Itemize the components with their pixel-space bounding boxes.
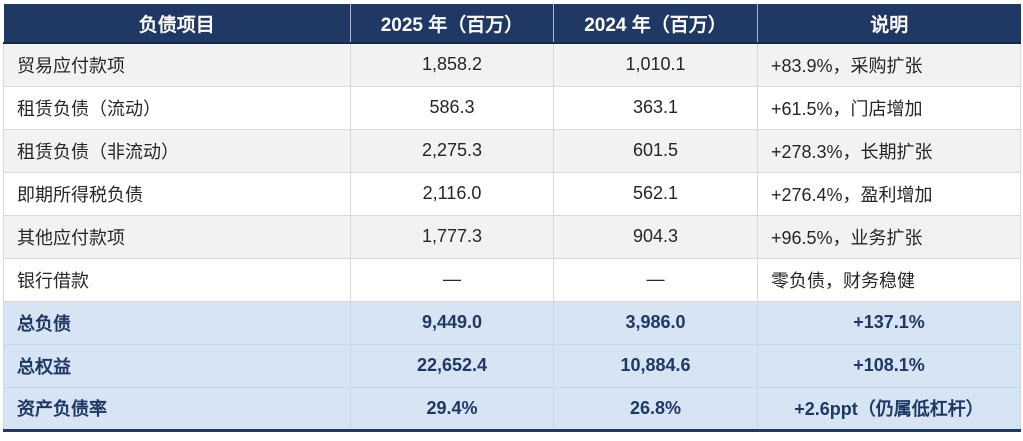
column-header-2025: 2025 年（百万） xyxy=(350,4,554,44)
column-header-2024: 2024 年（百万） xyxy=(553,4,758,44)
value-2024-cell: 1,010.1 xyxy=(553,42,758,87)
liabilities-table-container: 负债项目 2025 年（百万） 2024 年（百万） 说明 贸易应付款项 1,8… xyxy=(3,4,1021,432)
note-cell: +278.3%，长期扩张 xyxy=(757,128,1021,173)
value-2025-cell: 1,777.3 xyxy=(350,214,554,259)
table-row-lease-liabilities-current: 租赁负债（流动） 586.3 363.1 +61.5%，门店增加 xyxy=(3,85,1021,130)
liability-item-cell: 其他应付款项 xyxy=(3,214,351,259)
table-row-other-payables: 其他应付款项 1,777.3 904.3 +96.5%，业务扩张 xyxy=(3,214,1021,259)
value-2025-cell: 2,275.3 xyxy=(350,128,554,173)
column-header-liability-item: 负债项目 xyxy=(3,4,351,44)
value-2024-cell: 363.1 xyxy=(553,85,758,130)
liability-item-cell: 即期所得税负债 xyxy=(3,171,351,216)
value-2025-cell: — xyxy=(350,257,554,302)
liability-item-cell: 总权益 xyxy=(3,343,351,388)
value-2024-cell: 562.1 xyxy=(553,171,758,216)
table-row-trade-payables: 贸易应付款项 1,858.2 1,010.1 +83.9%，采购扩张 xyxy=(3,42,1021,87)
liability-item-cell: 贸易应付款项 xyxy=(3,42,351,87)
value-2024-cell: 10,884.6 xyxy=(553,343,758,388)
column-header-note: 说明 xyxy=(757,4,1021,44)
liabilities-comparison-table: 负债项目 2025 年（百万） 2024 年（百万） 说明 贸易应付款项 1,8… xyxy=(3,4,1021,432)
note-cell: +137.1% xyxy=(757,300,1021,345)
table-row-bank-borrowings: 银行借款 — — 零负债，财务稳健 xyxy=(3,257,1021,302)
value-2024-cell: 601.5 xyxy=(553,128,758,173)
liability-item-cell: 总负债 xyxy=(3,300,351,345)
value-2025-cell: 22,652.4 xyxy=(350,343,554,388)
note-cell: +61.5%，门店增加 xyxy=(757,85,1021,130)
note-cell: +83.9%，采购扩张 xyxy=(757,42,1021,87)
value-2024-cell: — xyxy=(553,257,758,302)
liability-item-cell: 银行借款 xyxy=(3,257,351,302)
note-cell: +2.6ppt（仍属低杠杆） xyxy=(757,386,1021,431)
value-2025-cell: 586.3 xyxy=(350,85,554,130)
table-row-current-income-tax: 即期所得税负债 2,116.0 562.1 +276.4%，盈利增加 xyxy=(3,171,1021,216)
table-row-debt-ratio: 资产负债率 29.4% 26.8% +2.6ppt（仍属低杠杆） xyxy=(3,386,1021,431)
table-row-lease-liabilities-noncurrent: 租赁负债（非流动） 2,275.3 601.5 +278.3%，长期扩张 xyxy=(3,128,1021,173)
liability-item-cell: 资产负债率 xyxy=(3,386,351,431)
table-row-total-equity: 总权益 22,652.4 10,884.6 +108.1% xyxy=(3,343,1021,388)
liability-item-cell: 租赁负债（非流动） xyxy=(3,128,351,173)
liability-item-cell: 租赁负债（流动） xyxy=(3,85,351,130)
note-cell: +276.4%，盈利增加 xyxy=(757,171,1021,216)
value-2025-cell: 29.4% xyxy=(350,386,554,431)
value-2024-cell: 3,986.0 xyxy=(553,300,758,345)
value-2025-cell: 9,449.0 xyxy=(350,300,554,345)
note-cell: +108.1% xyxy=(757,343,1021,388)
note-cell: 零负债，财务稳健 xyxy=(757,257,1021,302)
table-row-total-liabilities: 总负债 9,449.0 3,986.0 +137.1% xyxy=(3,300,1021,345)
value-2024-cell: 904.3 xyxy=(553,214,758,259)
value-2025-cell: 1,858.2 xyxy=(350,42,554,87)
value-2025-cell: 2,116.0 xyxy=(350,171,554,216)
value-2024-cell: 26.8% xyxy=(553,386,758,431)
header-row: 负债项目 2025 年（百万） 2024 年（百万） 说明 xyxy=(3,4,1021,44)
note-cell: +96.5%，业务扩张 xyxy=(757,214,1021,259)
